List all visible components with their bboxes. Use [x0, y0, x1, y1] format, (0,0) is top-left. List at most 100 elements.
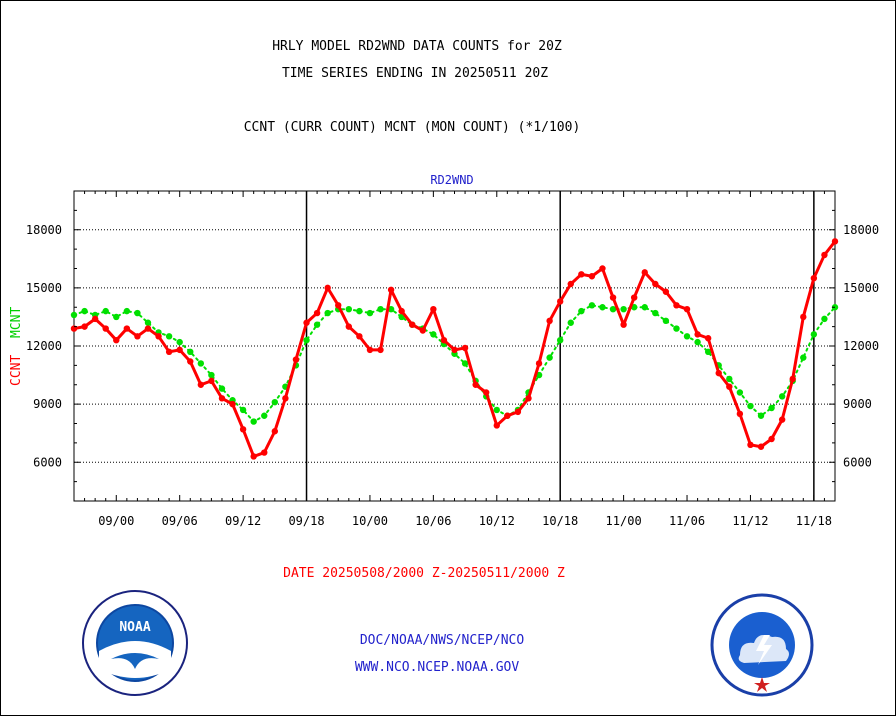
ccnt-point: [134, 333, 141, 340]
ccnt-point: [609, 294, 617, 301]
ccnt-series: [70, 238, 839, 460]
x-tick-label: 11/18: [796, 514, 832, 528]
ccnt-point: [239, 426, 247, 433]
mcnt-point: [683, 333, 691, 340]
ccnt-point: [673, 302, 680, 309]
mcnt-point: [821, 315, 828, 323]
ccnt-point: [715, 369, 722, 377]
y-tick-label-right: 6000: [843, 455, 872, 469]
mcnt-point: [556, 336, 564, 344]
mcnt-point: [165, 333, 173, 340]
ccnt-point: [366, 346, 374, 354]
ccnt-point: [546, 317, 553, 325]
mcnt-point: [324, 309, 331, 317]
mcnt-point: [652, 309, 659, 317]
ccnt-point: [271, 428, 279, 435]
ccnt-point: [165, 348, 173, 356]
ccnt-point: [588, 273, 596, 280]
mcnt-point: [356, 307, 363, 315]
ccnt-point: [440, 336, 448, 344]
mcnt-point: [377, 305, 384, 313]
y-tick-label-left: 6000: [33, 455, 62, 469]
chart-subtitle: CCNT (CURR COUNT) MCNT (MON COUNT) (*1/1…: [243, 120, 581, 135]
ccnt-point: [451, 346, 458, 354]
ccnt-point: [356, 333, 363, 340]
mcnt-point: [313, 321, 321, 328]
mcnt-point: [778, 393, 786, 400]
ccnt-point: [514, 408, 522, 416]
mcnt-point: [673, 325, 680, 332]
mcnt-point: [662, 317, 670, 325]
y-axis-label-mcnt: MCNT: [9, 307, 24, 338]
mcnt-point: [747, 402, 754, 410]
mcnt-point: [250, 418, 257, 425]
ccnt-point: [387, 286, 395, 294]
mcnt-point: [366, 309, 374, 317]
ccnt-point: [800, 313, 807, 321]
mcnt-point: [493, 406, 500, 414]
axis-ticks: 6000 6000 9000 9000 12000 12000 15000 15000 1800…: [26, 191, 879, 528]
ccnt-point: [525, 395, 532, 402]
mcnt-point: [303, 336, 310, 344]
ccnt-point: [461, 344, 469, 352]
mcnt-point: [641, 304, 648, 311]
y-tick-label-right: 9000: [843, 397, 872, 411]
ccnt-point: [556, 298, 564, 305]
ccnt-point: [282, 395, 289, 402]
mcnt-point: [123, 307, 131, 315]
grid-lines: [74, 229, 835, 463]
mcnt-point: [144, 319, 152, 326]
credit-agency: DOC/NOAA/NWS/NCEP/NCO: [359, 633, 525, 648]
mcnt-point: [726, 375, 733, 383]
ccnt-point: [778, 416, 786, 423]
credit-url: WWW.NCO.NCEP.NOAA.GOV: [354, 660, 520, 675]
mcnt-point: [757, 412, 765, 419]
ccnt-point: [736, 410, 744, 418]
mcnt-point: [197, 360, 205, 367]
y-tick-label-left: 15000: [26, 281, 62, 295]
ccnt-point: [197, 381, 205, 388]
mcnt-point: [609, 305, 617, 313]
mcnt-point: [218, 385, 226, 392]
ccnt-point: [821, 251, 828, 259]
y-axis-label-group: CCNT MCNT: [9, 307, 24, 386]
y-tick-label-right: 12000: [843, 339, 879, 353]
ccnt-point: [419, 327, 426, 334]
ccnt-point: [292, 356, 300, 363]
mcnt-point: [430, 331, 437, 338]
ccnt-point: [726, 383, 733, 390]
y-tick-label-left: 9000: [33, 397, 62, 411]
mcnt-point: [70, 311, 78, 319]
mcnt-point: [81, 307, 88, 315]
x-tick-label: 10/18: [542, 514, 578, 528]
mcnt-point: [176, 338, 183, 346]
mcnt-point: [461, 360, 469, 367]
ccnt-point: [250, 453, 257, 460]
ccnt-point: [102, 325, 109, 332]
mcnt-point: [620, 305, 627, 313]
ccnt-point: [430, 305, 437, 313]
mcnt-point: [113, 313, 120, 321]
mcnt-point: [546, 354, 553, 361]
ccnt-point: [81, 323, 88, 330]
noaa-logo-text: NOAA: [119, 620, 150, 635]
mcnt-point: [271, 398, 279, 406]
mcnt-point: [694, 338, 701, 346]
ccnt-point: [345, 323, 353, 330]
y-axis-label-ccnt: CCNT: [9, 355, 24, 386]
ccnt-point: [641, 269, 648, 276]
ccnt-point: [757, 443, 765, 450]
x-tick-label: 11/00: [606, 514, 642, 528]
ccnt-point: [472, 381, 479, 388]
x-tick-label: 11/06: [669, 514, 705, 528]
ccnt-point: [144, 325, 152, 332]
y-tick-label-left: 12000: [26, 339, 62, 353]
ccnt-point: [567, 280, 574, 288]
mcnt-point: [768, 404, 775, 412]
ccnt-point: [303, 319, 310, 326]
mcnt-point: [102, 307, 109, 315]
mcnt-point: [134, 309, 141, 317]
x-tick-label: 09/12: [225, 514, 261, 528]
